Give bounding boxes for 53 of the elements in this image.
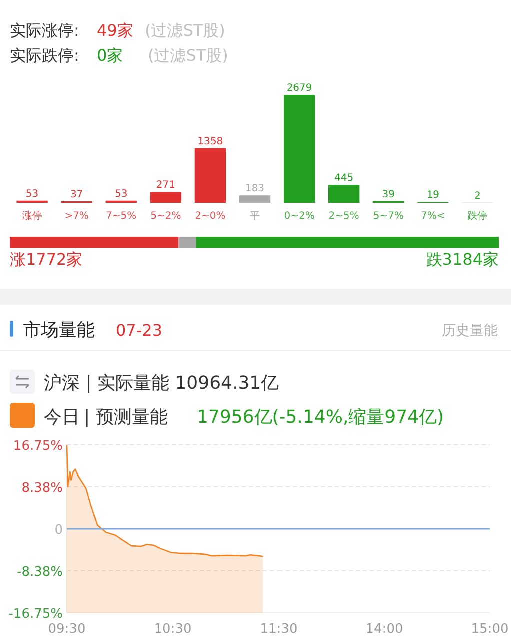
y-tick-label: 16.75% [13,439,63,454]
x-tick-label: 平 [250,211,260,222]
y-tick-label: 8.38% [22,480,63,496]
x-tick-label: 7~5% [106,211,137,222]
bar [284,95,316,203]
chart-title: 市场量能 [23,320,95,341]
x-tick-label: 7%< [421,211,446,222]
x-tick-label: 5~7% [373,211,404,222]
y-tick-label: -8.38% [17,565,63,580]
text: 实际跌停: [10,46,80,65]
x-tick-label: 10:30 [154,622,192,637]
data-label: 183 [245,184,265,195]
data-label: 2 [474,190,481,202]
data-label: 2679 [286,83,312,94]
data-label: 涨1772家 [10,250,83,269]
data-label: 37 [70,190,84,201]
x-tick-label: 09:30 [48,622,86,637]
x-tick-label: >7% [64,211,89,222]
text: 0家 [97,46,124,65]
text: 49家 [97,21,134,40]
data-label: 445 [334,173,354,184]
text: (过滤ST股) [148,46,228,65]
x-tick-label: 11:30 [260,622,298,637]
chart-subtitle: 07-23 [116,321,162,340]
x-tick-label: 0~2% [284,211,315,222]
x-tick-label: 5~2% [150,211,182,222]
data-label: 53 [114,188,128,200]
x-tick-label: 2~0% [195,211,226,222]
line-series [66,444,264,558]
data-label: 1358 [198,136,224,148]
bar [194,148,226,203]
x-tick-label: 涨停 [22,210,42,222]
data-label: 39 [382,189,396,200]
text: 实际涨停: [10,21,80,40]
data-label: 19 [426,190,440,202]
bar [150,192,182,203]
text: 17956亿(-5.14%,缩量974亿) [197,407,444,428]
text: 沪深 | 实际量能 10964.31亿 [44,373,280,394]
data-label: 53 [26,188,39,200]
x-tick-label: 14:00 [366,622,404,637]
text: 历史量能 [442,323,498,339]
bar [328,185,360,203]
text: | 预测量能 [84,407,168,428]
x-tick-label: 跌停 [468,210,488,222]
x-tick-label: 15:00 [471,622,509,637]
data-label: 跌3184家 [426,250,499,269]
legend-label: 今日 [44,407,80,428]
y-tick-label: -16.75% [8,607,63,622]
data-label: 271 [156,180,176,192]
x-tick-label: 2~5% [328,211,360,222]
y-tick-label: 0 [54,523,63,538]
text: (过滤ST股) [145,21,226,40]
bar [239,196,271,203]
